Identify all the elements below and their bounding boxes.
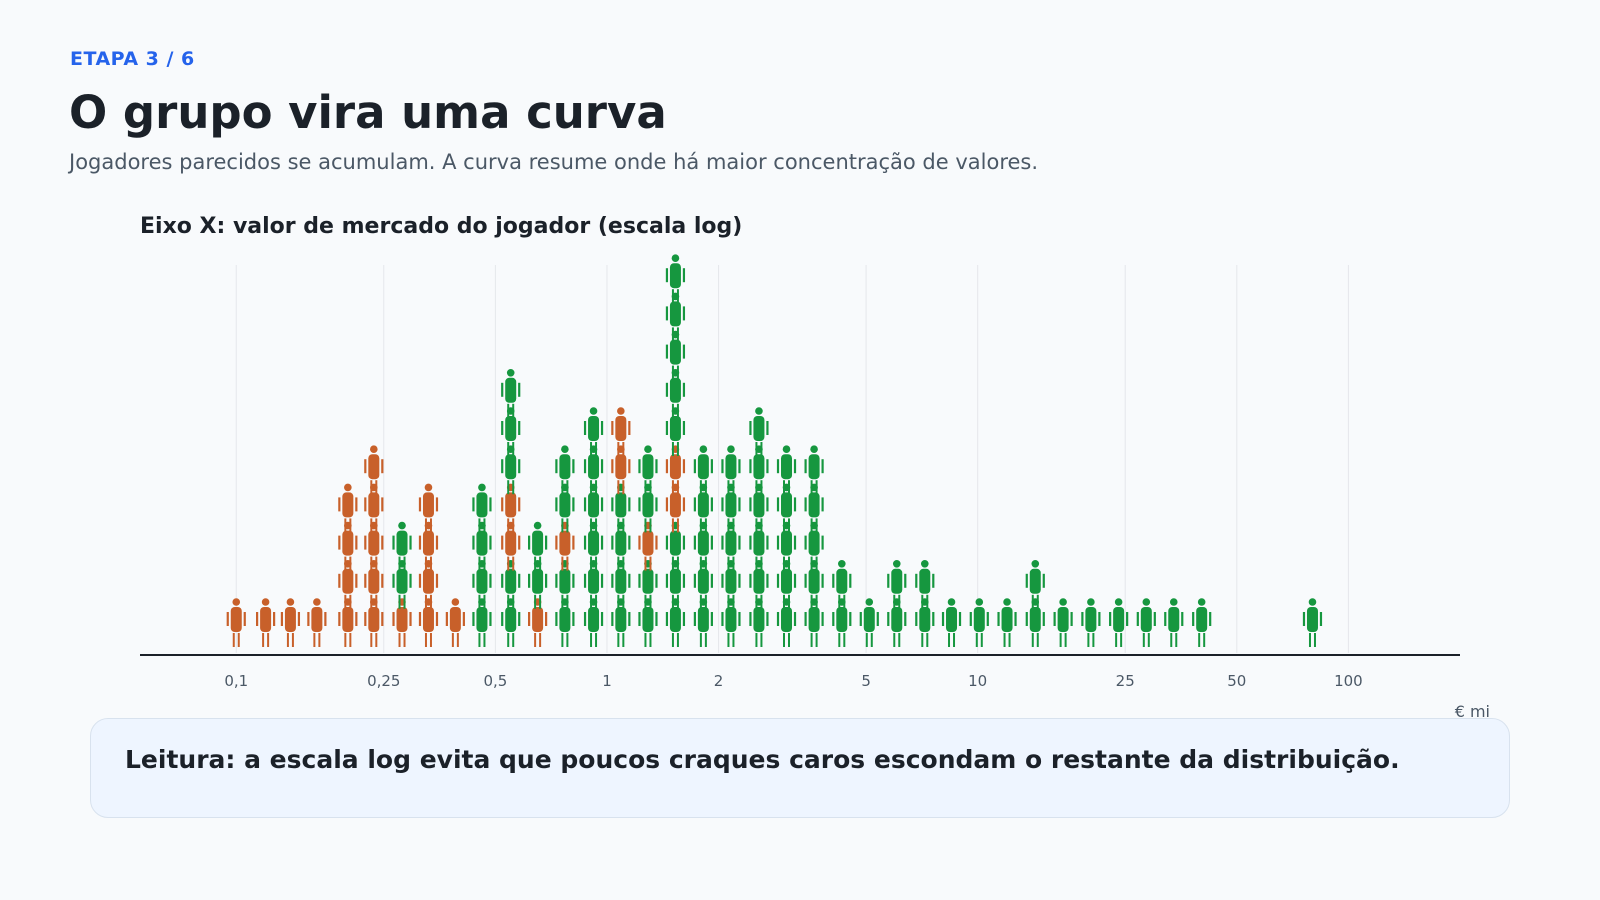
player-icon (1053, 598, 1073, 647)
player-icon (665, 598, 686, 647)
page-subtitle: Jogadores parecidos se acumulam. A curva… (69, 150, 1039, 174)
player-icon (721, 598, 741, 647)
x-tick-label: 2 (714, 672, 724, 690)
player-icon (997, 598, 1017, 647)
player-icon (418, 521, 439, 571)
player-icon (583, 598, 604, 647)
player-icon (915, 560, 935, 609)
player-icon (418, 598, 439, 647)
player-icon (915, 598, 935, 647)
player-icon (749, 598, 769, 647)
player-icon (280, 598, 301, 647)
player-value-chart: 0,1 0,25 0,5 1 2 5 10 25 50 100 € mi (140, 254, 1490, 721)
player-icon (338, 598, 358, 647)
player-icon (555, 560, 575, 609)
player-icon (528, 598, 548, 647)
player-icon (776, 445, 797, 495)
player-icon (1081, 598, 1101, 647)
grid-lines (235, 265, 1349, 653)
player-icon (804, 598, 824, 647)
player-icon (1109, 598, 1129, 647)
x-tick-label: 25 (1116, 672, 1135, 690)
player-icon (887, 598, 907, 647)
player-icon (445, 598, 465, 647)
player-icon (528, 521, 548, 571)
player-icon (638, 521, 658, 571)
page-title: O grupo vira uma curva (69, 86, 667, 139)
player-icon (338, 483, 358, 533)
player-icon (941, 598, 962, 647)
player-icon (392, 521, 412, 571)
player-icon (418, 483, 439, 533)
player-icons (226, 254, 1323, 647)
player-icon (638, 560, 658, 609)
player-icon (364, 445, 384, 495)
x-tick-label: 1 (602, 672, 612, 690)
player-icon (969, 598, 989, 647)
player-icon (392, 598, 412, 647)
x-tick-label: 0,25 (367, 672, 400, 690)
player-icon (638, 598, 658, 647)
x-axis-unit-label: € mi (1455, 702, 1490, 721)
player-icon (583, 407, 604, 456)
player-icon (501, 369, 521, 418)
player-icon (583, 521, 604, 571)
player-icon (1136, 598, 1156, 647)
player-icon (638, 445, 658, 495)
player-icon (472, 598, 492, 647)
player-icon (501, 445, 521, 495)
player-icon (307, 598, 327, 647)
player-icon (611, 598, 631, 647)
player-icon (665, 521, 686, 571)
reading-note-text: Leitura: a escala log evita que poucos c… (125, 745, 1400, 774)
x-tick-label: 0,5 (483, 672, 507, 690)
x-tick-label: 10 (968, 672, 987, 690)
player-icon (1025, 560, 1045, 609)
player-icon (555, 445, 575, 495)
step-indicator: ETAPA 3 / 6 (70, 48, 195, 70)
player-icon (804, 445, 824, 495)
player-icon (555, 598, 575, 647)
player-icon (472, 483, 492, 533)
x-tick-label: 5 (861, 672, 871, 690)
player-icon (226, 598, 246, 647)
player-icon (501, 598, 521, 647)
player-icon (832, 598, 852, 647)
player-icon (832, 560, 852, 609)
x-axis-ticks: 0,1 0,25 0,5 1 2 5 10 25 50 100 (224, 672, 1362, 690)
player-icon (665, 254, 686, 304)
x-tick-label: 100 (1334, 672, 1363, 690)
player-icon (256, 598, 276, 647)
player-icon (693, 598, 713, 647)
reading-note: Leitura: a escala log evita que poucos c… (90, 718, 1510, 818)
x-tick-label: 0,1 (224, 672, 248, 690)
player-icon (1302, 598, 1323, 647)
player-icon (1192, 598, 1212, 647)
player-icon (693, 445, 713, 495)
player-icon (887, 560, 907, 609)
x-tick-label: 50 (1227, 672, 1246, 690)
player-icon (583, 560, 604, 609)
player-icon (665, 483, 686, 533)
player-icon (1164, 598, 1184, 647)
player-icon (611, 407, 631, 456)
player-icon (364, 598, 384, 647)
player-icon (721, 445, 741, 495)
chart-title: Eixo X: valor de mercado do jogador (esc… (140, 214, 743, 239)
player-icon (501, 560, 521, 609)
player-icon (749, 407, 769, 456)
player-icon (859, 598, 879, 647)
player-icon (776, 598, 797, 647)
player-icon (1025, 598, 1045, 647)
